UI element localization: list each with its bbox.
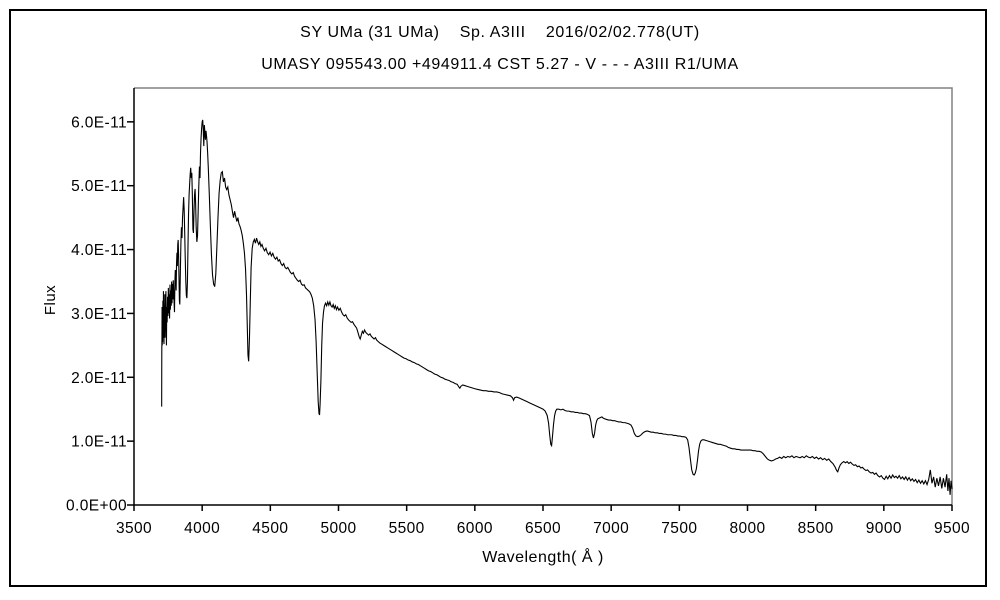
y-tick-label: 6.0E-11 <box>71 114 127 131</box>
x-tick-label: 9000 <box>866 520 902 537</box>
x-tick-label: 4500 <box>252 520 288 537</box>
y-tick-label: 1.0E-11 <box>71 434 127 451</box>
x-tick-label: 6000 <box>457 520 493 537</box>
y-tick-label: 3.0E-11 <box>71 306 127 323</box>
x-tick-label: 8000 <box>729 520 765 537</box>
y-tick-label: 4.0E-11 <box>71 242 127 259</box>
y-tick-label: 2.0E-11 <box>71 370 127 387</box>
x-tick-label: 7000 <box>593 520 629 537</box>
x-tick-label: 4000 <box>184 520 220 537</box>
x-tick-label: 8500 <box>798 520 834 537</box>
x-axis-title: Wavelength( Å ) <box>482 549 604 566</box>
x-tick-label: 5000 <box>320 520 356 537</box>
x-tick-label: 6500 <box>525 520 561 537</box>
chart-subtitle: UMASY 095543.00 +494911.4 CST 5.27 - V -… <box>261 56 739 73</box>
plot-box-border <box>134 87 953 505</box>
axis-lines <box>133 88 952 506</box>
x-tick-label: 7500 <box>661 520 697 537</box>
x-tick-label: 5500 <box>389 520 425 537</box>
x-tick-label: 3500 <box>116 520 152 537</box>
chart-title: SY UMa (31 UMa) Sp. A3III 2016/02/02.778… <box>300 24 700 41</box>
x-tick-label: 9500 <box>934 520 970 537</box>
spectrum-line <box>161 119 953 495</box>
y-tick-label: 0.0E+00 <box>66 498 127 515</box>
chart-frame <box>9 9 987 587</box>
y-tick-label: 5.0E-11 <box>71 178 127 195</box>
